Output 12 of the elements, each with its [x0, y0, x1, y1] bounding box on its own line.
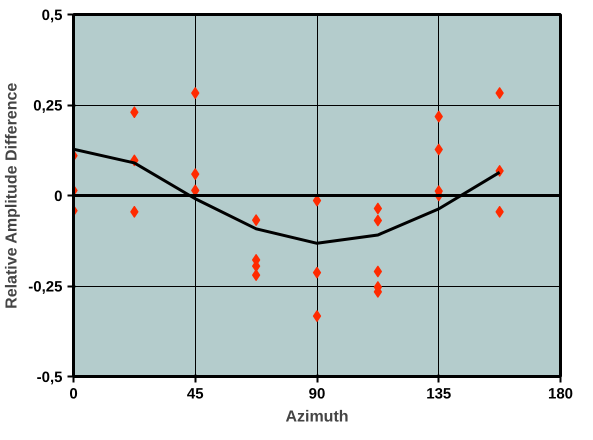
x-axis-title: Azimuth	[285, 408, 349, 426]
x-tick-label: 90	[308, 386, 326, 402]
y-tick-label: 0,25	[33, 98, 63, 114]
y-tick-label: 0	[54, 188, 62, 205]
y-tick-label: -0,5	[36, 369, 63, 386]
y-axis-title: Relative Amplitude Difference	[3, 82, 20, 309]
x-tick-label: 135	[426, 386, 452, 402]
x-tick-label: 180	[548, 386, 574, 402]
x-tick-label: 0	[69, 386, 78, 402]
y-tick-label: -0,25	[28, 278, 63, 296]
x-tick-label: 45	[186, 386, 204, 402]
y-tick-label: 0,5	[42, 7, 63, 24]
